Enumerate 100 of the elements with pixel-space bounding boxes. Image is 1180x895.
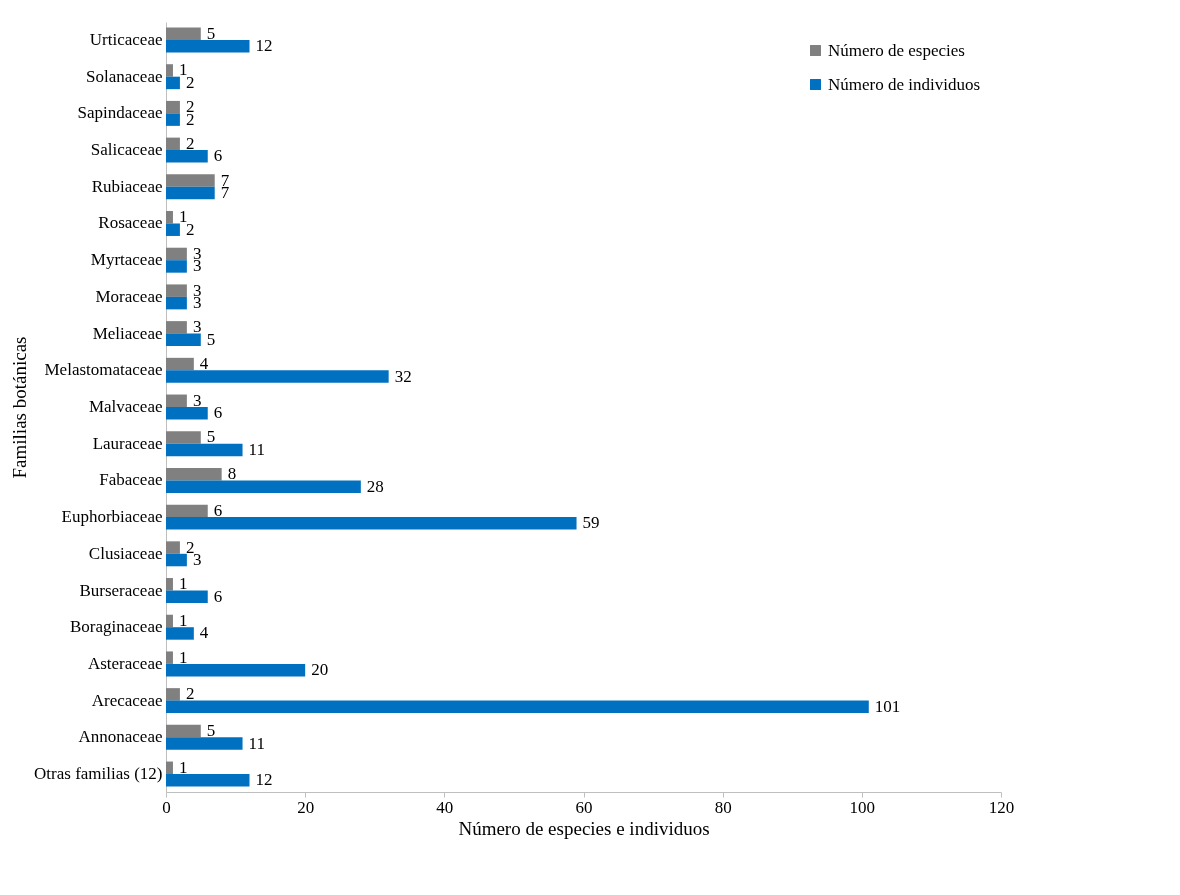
data-label: 3 (192, 317, 202, 337)
data-label: 5 (206, 329, 216, 349)
bar (166, 296, 187, 310)
data-label: 2 (185, 133, 195, 153)
bar (166, 724, 201, 738)
x-tick-label: 120 (988, 797, 1015, 817)
bar (166, 284, 187, 297)
bar (166, 321, 187, 334)
bar (166, 443, 243, 457)
y-tick-label: Urticaceae (89, 29, 163, 49)
data-label: 6 (213, 403, 223, 423)
data-label: 4 (199, 354, 209, 374)
y-tick-label: Malvaceae (88, 397, 163, 416)
data-label: 6 (213, 146, 223, 166)
data-label: 6 (213, 586, 223, 606)
data-label: 4 (199, 623, 209, 643)
data-label: 101 (874, 696, 901, 716)
y-tick-label: Clusiaceae (88, 543, 163, 563)
data-label: 11 (248, 733, 265, 753)
bar (166, 186, 215, 200)
y-tick-label: Burseraceae (79, 580, 163, 600)
y-tick-label: Sapindaceae (77, 103, 163, 123)
data-label: 12 (255, 770, 273, 790)
data-label: 1 (178, 574, 188, 594)
bar (166, 467, 222, 481)
data-label: 1 (178, 610, 188, 630)
bar (166, 39, 250, 53)
data-label: 28 (366, 476, 384, 496)
bar (166, 211, 173, 224)
bar (166, 76, 180, 90)
bar (166, 504, 208, 518)
bar (166, 737, 243, 750)
bar (166, 64, 173, 77)
data-label: 5 (206, 427, 216, 447)
bar (166, 700, 869, 714)
bar (166, 774, 250, 787)
y-tick-label: Arecaceae (91, 690, 163, 710)
data-label: 5 (206, 721, 216, 741)
data-label: 12 (255, 36, 273, 56)
y-tick-label: Rubiaceae (91, 176, 163, 196)
bar (166, 553, 187, 567)
y-tick-label: Annonaceae (78, 727, 163, 747)
y-tick-label: Lauraceae (92, 433, 163, 453)
data-label: 1 (178, 207, 188, 227)
x-axis-title: Número de especies e individuos (458, 817, 710, 839)
bar (166, 407, 208, 420)
x-tick-label: 100 (849, 797, 876, 817)
bar (166, 541, 180, 554)
bar (166, 663, 306, 677)
y-tick-label: Moraceae (95, 286, 163, 306)
data-label: 3 (192, 390, 202, 410)
bar (166, 113, 180, 126)
y-tick-label: Solanaceae (86, 66, 163, 86)
y-tick-label: Fabaceae (99, 470, 163, 490)
data-label: 3 (192, 550, 202, 570)
bar (166, 260, 187, 273)
bar (166, 370, 389, 383)
data-label: 2 (185, 219, 195, 239)
data-label: 2 (185, 684, 195, 704)
y-tick-label: Meliaceae (92, 323, 163, 343)
y-tick-label: Boraginaceae (70, 617, 163, 637)
bar (166, 688, 180, 701)
y-tick-label: Salicaceae (90, 140, 163, 160)
data-label: 59 (582, 513, 600, 533)
bar (166, 761, 173, 775)
bar (166, 137, 180, 151)
bar (166, 100, 180, 114)
x-tick-label: 80 (714, 797, 732, 817)
data-label: 1 (178, 647, 188, 667)
bar (166, 614, 173, 628)
data-label: 5 (206, 23, 216, 43)
y-tick-label: Melastomataceae (44, 360, 163, 380)
bar (166, 480, 361, 493)
data-label: 2 (185, 72, 195, 92)
bar (166, 357, 194, 371)
data-label: 32 (394, 366, 412, 386)
y-tick-label: Euphorbiaceae (61, 507, 163, 527)
bar (166, 394, 187, 407)
data-label: 20 (311, 660, 329, 680)
bar (166, 174, 215, 187)
data-label: 1 (178, 60, 188, 80)
bar (166, 223, 180, 236)
data-label: 2 (185, 537, 195, 557)
legend-label: Número de individuos (828, 74, 981, 94)
bar (166, 651, 173, 664)
bar (166, 627, 194, 640)
data-label: 8 (227, 464, 237, 484)
data-label: 11 (248, 439, 265, 459)
y-tick-label: Otras familias (12) (34, 764, 163, 784)
legend-label: Número de especies (828, 40, 965, 60)
x-tick-label: 20 (297, 797, 315, 817)
bar (166, 578, 173, 591)
bar (166, 27, 201, 40)
y-axis-title: Familias botánicas (9, 336, 31, 479)
bar (166, 150, 208, 163)
x-tick-label: 40 (436, 797, 454, 817)
bar (166, 517, 577, 530)
bar (166, 333, 201, 347)
bar (166, 431, 201, 444)
x-tick-label: 0 (162, 797, 171, 817)
